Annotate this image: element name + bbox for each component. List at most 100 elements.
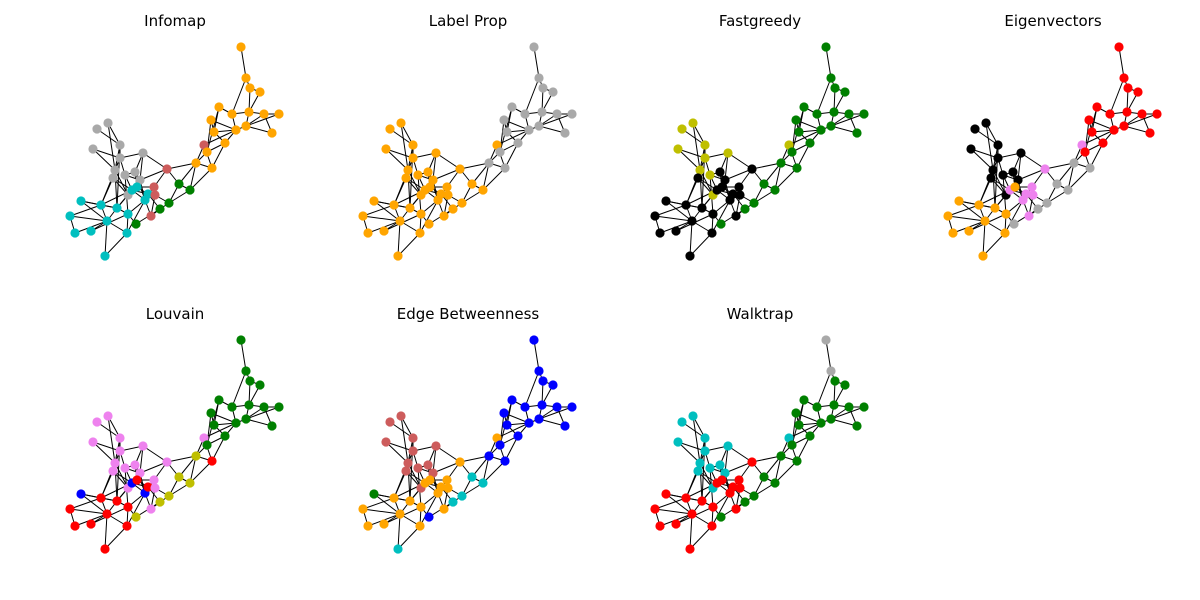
graph-edge bbox=[203, 422, 237, 439]
graph-node bbox=[524, 125, 534, 135]
graph-node bbox=[448, 204, 458, 214]
node-group bbox=[650, 42, 869, 261]
graph-edge bbox=[240, 339, 247, 372]
graph-node bbox=[274, 402, 284, 412]
graph-edge bbox=[1067, 162, 1075, 191]
graph-node bbox=[844, 402, 854, 412]
graph-node bbox=[1080, 147, 1090, 157]
graph-node bbox=[816, 125, 826, 135]
graph-node bbox=[799, 395, 809, 405]
graph-node bbox=[697, 496, 707, 506]
graph-node bbox=[130, 460, 140, 470]
graph-node bbox=[728, 482, 738, 492]
graph-node bbox=[812, 402, 822, 412]
graph-node bbox=[1085, 163, 1095, 173]
graph-edge bbox=[825, 339, 832, 372]
graph-node bbox=[700, 140, 710, 150]
graph-node bbox=[697, 203, 707, 213]
graph-node bbox=[728, 189, 738, 199]
graph-node bbox=[110, 458, 120, 468]
graph-node bbox=[381, 437, 391, 447]
graph-node bbox=[220, 138, 230, 148]
graph-node bbox=[408, 446, 418, 456]
graph-node bbox=[520, 109, 530, 119]
graph-node bbox=[220, 431, 230, 441]
graph-node bbox=[830, 376, 840, 386]
graph-node bbox=[395, 216, 405, 226]
graph-node bbox=[143, 189, 153, 199]
graph-edge bbox=[400, 122, 409, 171]
graph-node bbox=[174, 472, 184, 482]
graph-node bbox=[1119, 121, 1129, 131]
graph-node bbox=[108, 466, 118, 476]
graph-node bbox=[274, 109, 284, 119]
graph-node bbox=[132, 475, 142, 485]
graph-edge bbox=[362, 508, 401, 515]
graph-edge bbox=[774, 455, 782, 484]
graph-node bbox=[103, 411, 113, 421]
graph-edge bbox=[533, 339, 540, 372]
graph-node bbox=[499, 408, 509, 418]
graph-node bbox=[1063, 185, 1073, 195]
graph-node bbox=[214, 102, 224, 112]
graph-node bbox=[443, 190, 453, 200]
graph-edge bbox=[389, 128, 414, 146]
graph-node bbox=[759, 472, 769, 482]
graph-node bbox=[131, 512, 141, 522]
graph-node bbox=[70, 228, 80, 238]
graph-edge bbox=[677, 441, 706, 452]
graph-node bbox=[830, 83, 840, 93]
graph-edge bbox=[816, 370, 832, 408]
graph-node bbox=[791, 115, 801, 125]
graph-edge bbox=[96, 421, 121, 439]
graph-node bbox=[96, 493, 106, 503]
graph-node bbox=[143, 482, 153, 492]
graph-node bbox=[202, 440, 212, 450]
graph-edge bbox=[774, 162, 782, 191]
graph-edge bbox=[400, 415, 409, 464]
graph-edge bbox=[231, 77, 247, 115]
graph-node bbox=[428, 468, 438, 478]
graph-node bbox=[389, 493, 399, 503]
graph-node bbox=[749, 491, 759, 501]
graph-node bbox=[805, 138, 815, 148]
graph-edge bbox=[692, 415, 701, 464]
graph-edge bbox=[211, 142, 226, 169]
graph-node bbox=[425, 182, 435, 192]
graph-edge bbox=[796, 435, 811, 462]
graph-node bbox=[716, 219, 726, 229]
graph-edge bbox=[654, 497, 687, 510]
panel-title: Walktrap bbox=[727, 305, 794, 323]
graph-node bbox=[150, 483, 160, 493]
graph-node bbox=[988, 165, 998, 175]
graph-node bbox=[787, 440, 797, 450]
graph-node bbox=[735, 190, 745, 200]
graph-node bbox=[655, 228, 665, 238]
graph-edge bbox=[139, 461, 168, 474]
graph-node bbox=[821, 42, 831, 52]
graph-panel-edgebetweenness: Edge Betweenness bbox=[358, 305, 577, 554]
graph-node bbox=[110, 165, 120, 175]
graph-edge bbox=[727, 152, 753, 170]
graph-node bbox=[191, 158, 201, 168]
graph-node bbox=[794, 420, 804, 430]
graph-node bbox=[681, 200, 691, 210]
graph-node bbox=[259, 402, 269, 412]
graph-edge bbox=[974, 128, 999, 146]
graph-node bbox=[245, 376, 255, 386]
graph-node bbox=[88, 437, 98, 447]
graph-node bbox=[731, 211, 741, 221]
graph-edge bbox=[689, 525, 713, 550]
graph-node bbox=[1000, 228, 1010, 238]
graph-edge bbox=[788, 129, 822, 146]
graph-node bbox=[715, 460, 725, 470]
graph-edge bbox=[533, 46, 540, 79]
graph-node bbox=[484, 451, 494, 461]
graph-edge bbox=[389, 421, 414, 439]
graph-node bbox=[123, 502, 133, 512]
graph-node bbox=[747, 457, 757, 467]
graph-node bbox=[687, 216, 697, 226]
graph-node bbox=[115, 446, 125, 456]
graph-node bbox=[455, 164, 465, 174]
graph-node bbox=[92, 124, 102, 134]
